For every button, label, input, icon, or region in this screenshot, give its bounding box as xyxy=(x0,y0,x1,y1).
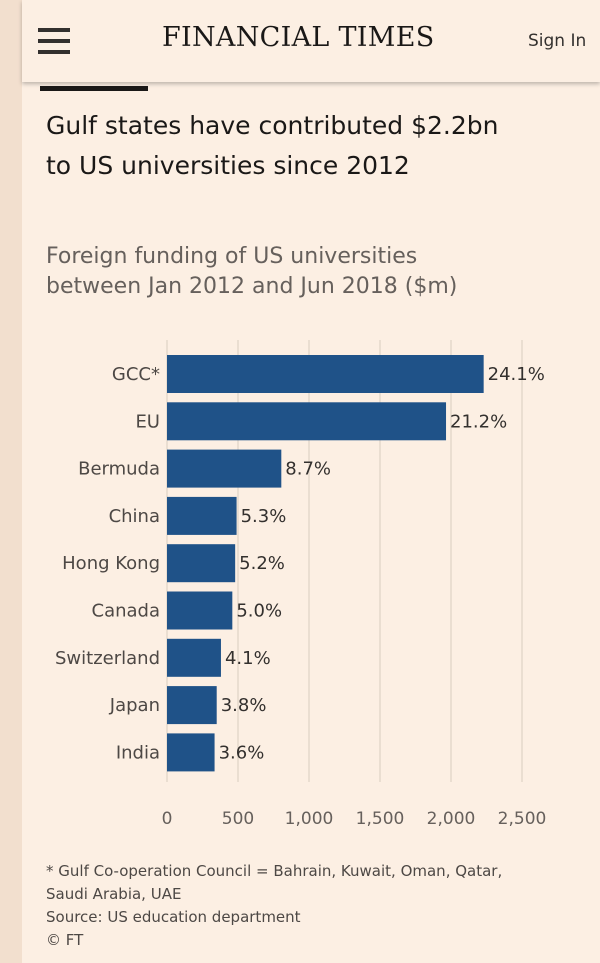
bar xyxy=(167,591,233,630)
bar xyxy=(167,355,484,393)
x-tick-label: 500 xyxy=(222,809,254,829)
bar xyxy=(167,496,237,535)
bar xyxy=(167,733,215,772)
data-label: 21.2% xyxy=(450,411,507,432)
x-tick-label: 0 xyxy=(162,809,173,829)
category-label: Japan xyxy=(109,695,160,716)
footnote-gcc: * Gulf Co-operation Council = Bahrain, K… xyxy=(46,862,503,880)
footnote-gcc-continued: Saudi Arabia, UAE xyxy=(46,885,182,903)
chart-title: Foreign funding of US universities betwe… xyxy=(46,242,586,302)
left-margin-strip xyxy=(0,0,22,963)
data-label: 24.1% xyxy=(488,364,545,385)
data-label: 5.0% xyxy=(236,601,282,622)
bar-chart: GCC* 24.1% EU 21.2% Bermuda 8.7% China 5.3% Hong… xyxy=(55,340,547,829)
data-label: 4.1% xyxy=(225,648,271,669)
hamburger-menu-icon[interactable] xyxy=(38,28,70,54)
site-logo[interactable]: FINANCIAL TIMES xyxy=(162,22,435,53)
x-tick-label: 2,000 xyxy=(427,809,476,829)
category-label: Canada xyxy=(92,601,161,622)
x-tick-label: 2,500 xyxy=(498,809,547,829)
data-label: 3.8% xyxy=(221,695,267,716)
site-header: FINANCIAL TIMES Sign In xyxy=(22,0,600,82)
sign-in-link[interactable]: Sign In xyxy=(528,31,587,51)
category-label: Hong Kong xyxy=(62,553,160,574)
category-label: Switzerland xyxy=(55,648,160,669)
x-tick-label: 1,000 xyxy=(285,809,334,829)
bar xyxy=(167,686,217,725)
category-label: EU xyxy=(135,411,160,432)
data-label: 5.3% xyxy=(241,506,287,527)
category-label: GCC* xyxy=(112,364,160,385)
category-label: India xyxy=(116,742,160,763)
source-note: Source: US education department xyxy=(46,908,301,926)
data-label: 3.6% xyxy=(219,742,265,763)
article-headline: Gulf states have contributed $2.2bn to U… xyxy=(46,106,586,186)
headline-line: to US universities since 2012 xyxy=(46,151,410,180)
bar xyxy=(167,449,282,488)
chart-title-line: Foreign funding of US universities xyxy=(46,244,418,269)
bar xyxy=(167,638,221,677)
data-label: 5.2% xyxy=(239,553,285,574)
headline-line: Gulf states have contributed $2.2bn xyxy=(46,111,499,140)
headline-accent-rule xyxy=(40,86,148,91)
bar xyxy=(167,544,236,583)
category-label: China xyxy=(109,506,160,527)
chart-footnotes: * Gulf Co-operation Council = Bahrain, K… xyxy=(46,860,586,952)
category-label: Bermuda xyxy=(78,459,160,480)
data-label: 8.7% xyxy=(285,459,331,480)
bar xyxy=(167,402,447,441)
chart-title-line: between Jan 2012 and Jun 2018 ($m) xyxy=(46,274,458,299)
x-tick-label: 1,500 xyxy=(356,809,405,829)
copyright-note: © FT xyxy=(46,931,84,949)
